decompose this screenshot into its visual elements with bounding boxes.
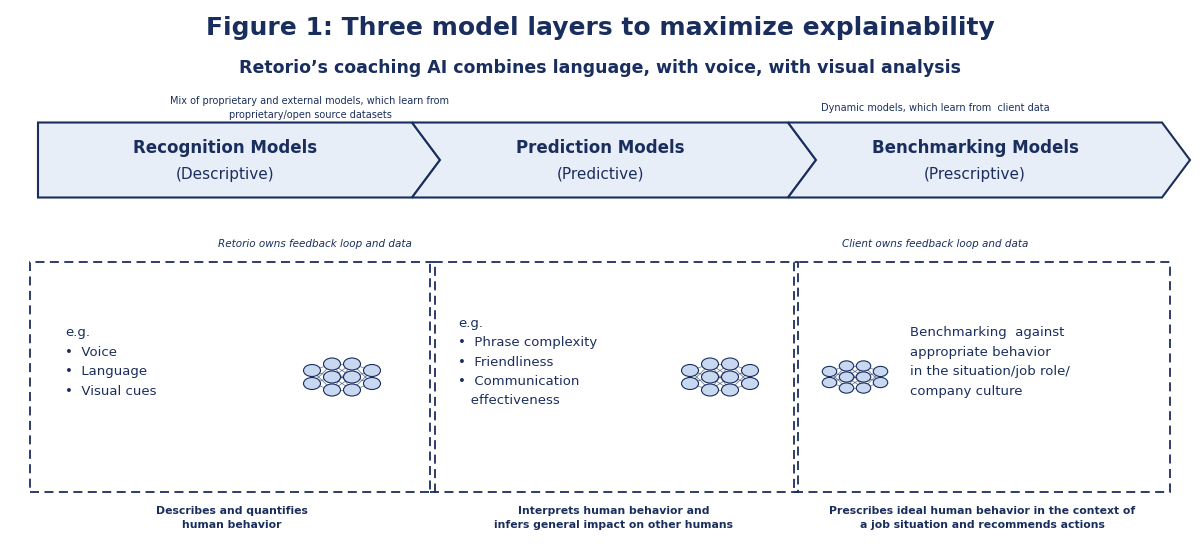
Ellipse shape bbox=[343, 358, 360, 370]
Ellipse shape bbox=[857, 361, 871, 371]
Text: Benchmarking Models: Benchmarking Models bbox=[871, 139, 1079, 157]
Ellipse shape bbox=[682, 365, 698, 377]
Ellipse shape bbox=[324, 371, 341, 383]
Text: (Prescriptive): (Prescriptive) bbox=[924, 167, 1026, 182]
Text: (Predictive): (Predictive) bbox=[557, 167, 643, 182]
Ellipse shape bbox=[721, 358, 738, 370]
Ellipse shape bbox=[682, 377, 698, 389]
Text: Describes and quantifies
human behavior: Describes and quantifies human behavior bbox=[156, 507, 308, 530]
Ellipse shape bbox=[742, 377, 758, 389]
Text: Retorio owns feedback loop and data: Retorio owns feedback loop and data bbox=[218, 239, 412, 249]
Text: Figure 1: Three model layers to maximize explainability: Figure 1: Three model layers to maximize… bbox=[205, 16, 995, 40]
Ellipse shape bbox=[343, 384, 360, 396]
Polygon shape bbox=[788, 123, 1190, 197]
Text: Prescribes ideal human behavior in the context of
a job situation and recommends: Prescribes ideal human behavior in the c… bbox=[829, 507, 1135, 530]
Ellipse shape bbox=[822, 366, 836, 377]
Ellipse shape bbox=[874, 366, 888, 377]
Text: Benchmarking  against
appropriate behavior
in the situation/job role/
company cu: Benchmarking against appropriate behavio… bbox=[910, 326, 1070, 398]
Ellipse shape bbox=[874, 377, 888, 388]
Ellipse shape bbox=[304, 365, 320, 377]
Ellipse shape bbox=[324, 384, 341, 396]
Polygon shape bbox=[38, 123, 440, 197]
Polygon shape bbox=[412, 123, 816, 197]
Ellipse shape bbox=[304, 377, 320, 389]
Ellipse shape bbox=[721, 384, 738, 396]
Ellipse shape bbox=[839, 372, 853, 382]
Bar bbox=[30, 262, 436, 492]
Ellipse shape bbox=[857, 383, 871, 393]
Bar bbox=[794, 262, 1170, 492]
Ellipse shape bbox=[702, 384, 719, 396]
Text: Mix of proprietary and external models, which learn from
proprietary/open source: Mix of proprietary and external models, … bbox=[170, 96, 450, 119]
Ellipse shape bbox=[343, 371, 360, 383]
Ellipse shape bbox=[364, 377, 380, 389]
Text: e.g.
•  Voice
•  Language
•  Visual cues: e.g. • Voice • Language • Visual cues bbox=[65, 326, 156, 398]
Text: Retorio’s coaching AI combines language, with voice, with visual analysis: Retorio’s coaching AI combines language,… bbox=[239, 59, 961, 77]
Ellipse shape bbox=[839, 361, 853, 371]
Ellipse shape bbox=[742, 365, 758, 377]
Ellipse shape bbox=[822, 377, 836, 388]
Text: Interprets human behavior and
infers general impact on other humans: Interprets human behavior and infers gen… bbox=[494, 507, 733, 530]
Text: (Descriptive): (Descriptive) bbox=[175, 167, 275, 182]
Text: Client owns feedback loop and data: Client owns feedback loop and data bbox=[842, 239, 1028, 249]
Ellipse shape bbox=[324, 358, 341, 370]
Ellipse shape bbox=[702, 371, 719, 383]
Ellipse shape bbox=[857, 372, 871, 382]
Text: Dynamic models, which learn from  client data: Dynamic models, which learn from client … bbox=[821, 103, 1049, 113]
Bar bbox=[430, 262, 798, 492]
Text: e.g.
•  Phrase complexity
•  Friendliness
•  Communication
   effectiveness: e.g. • Phrase complexity • Friendliness … bbox=[458, 316, 598, 408]
Text: Prediction Models: Prediction Models bbox=[516, 139, 684, 157]
Ellipse shape bbox=[364, 365, 380, 377]
Ellipse shape bbox=[721, 371, 738, 383]
Ellipse shape bbox=[702, 358, 719, 370]
Text: Recognition Models: Recognition Models bbox=[133, 139, 317, 157]
Ellipse shape bbox=[839, 383, 853, 393]
